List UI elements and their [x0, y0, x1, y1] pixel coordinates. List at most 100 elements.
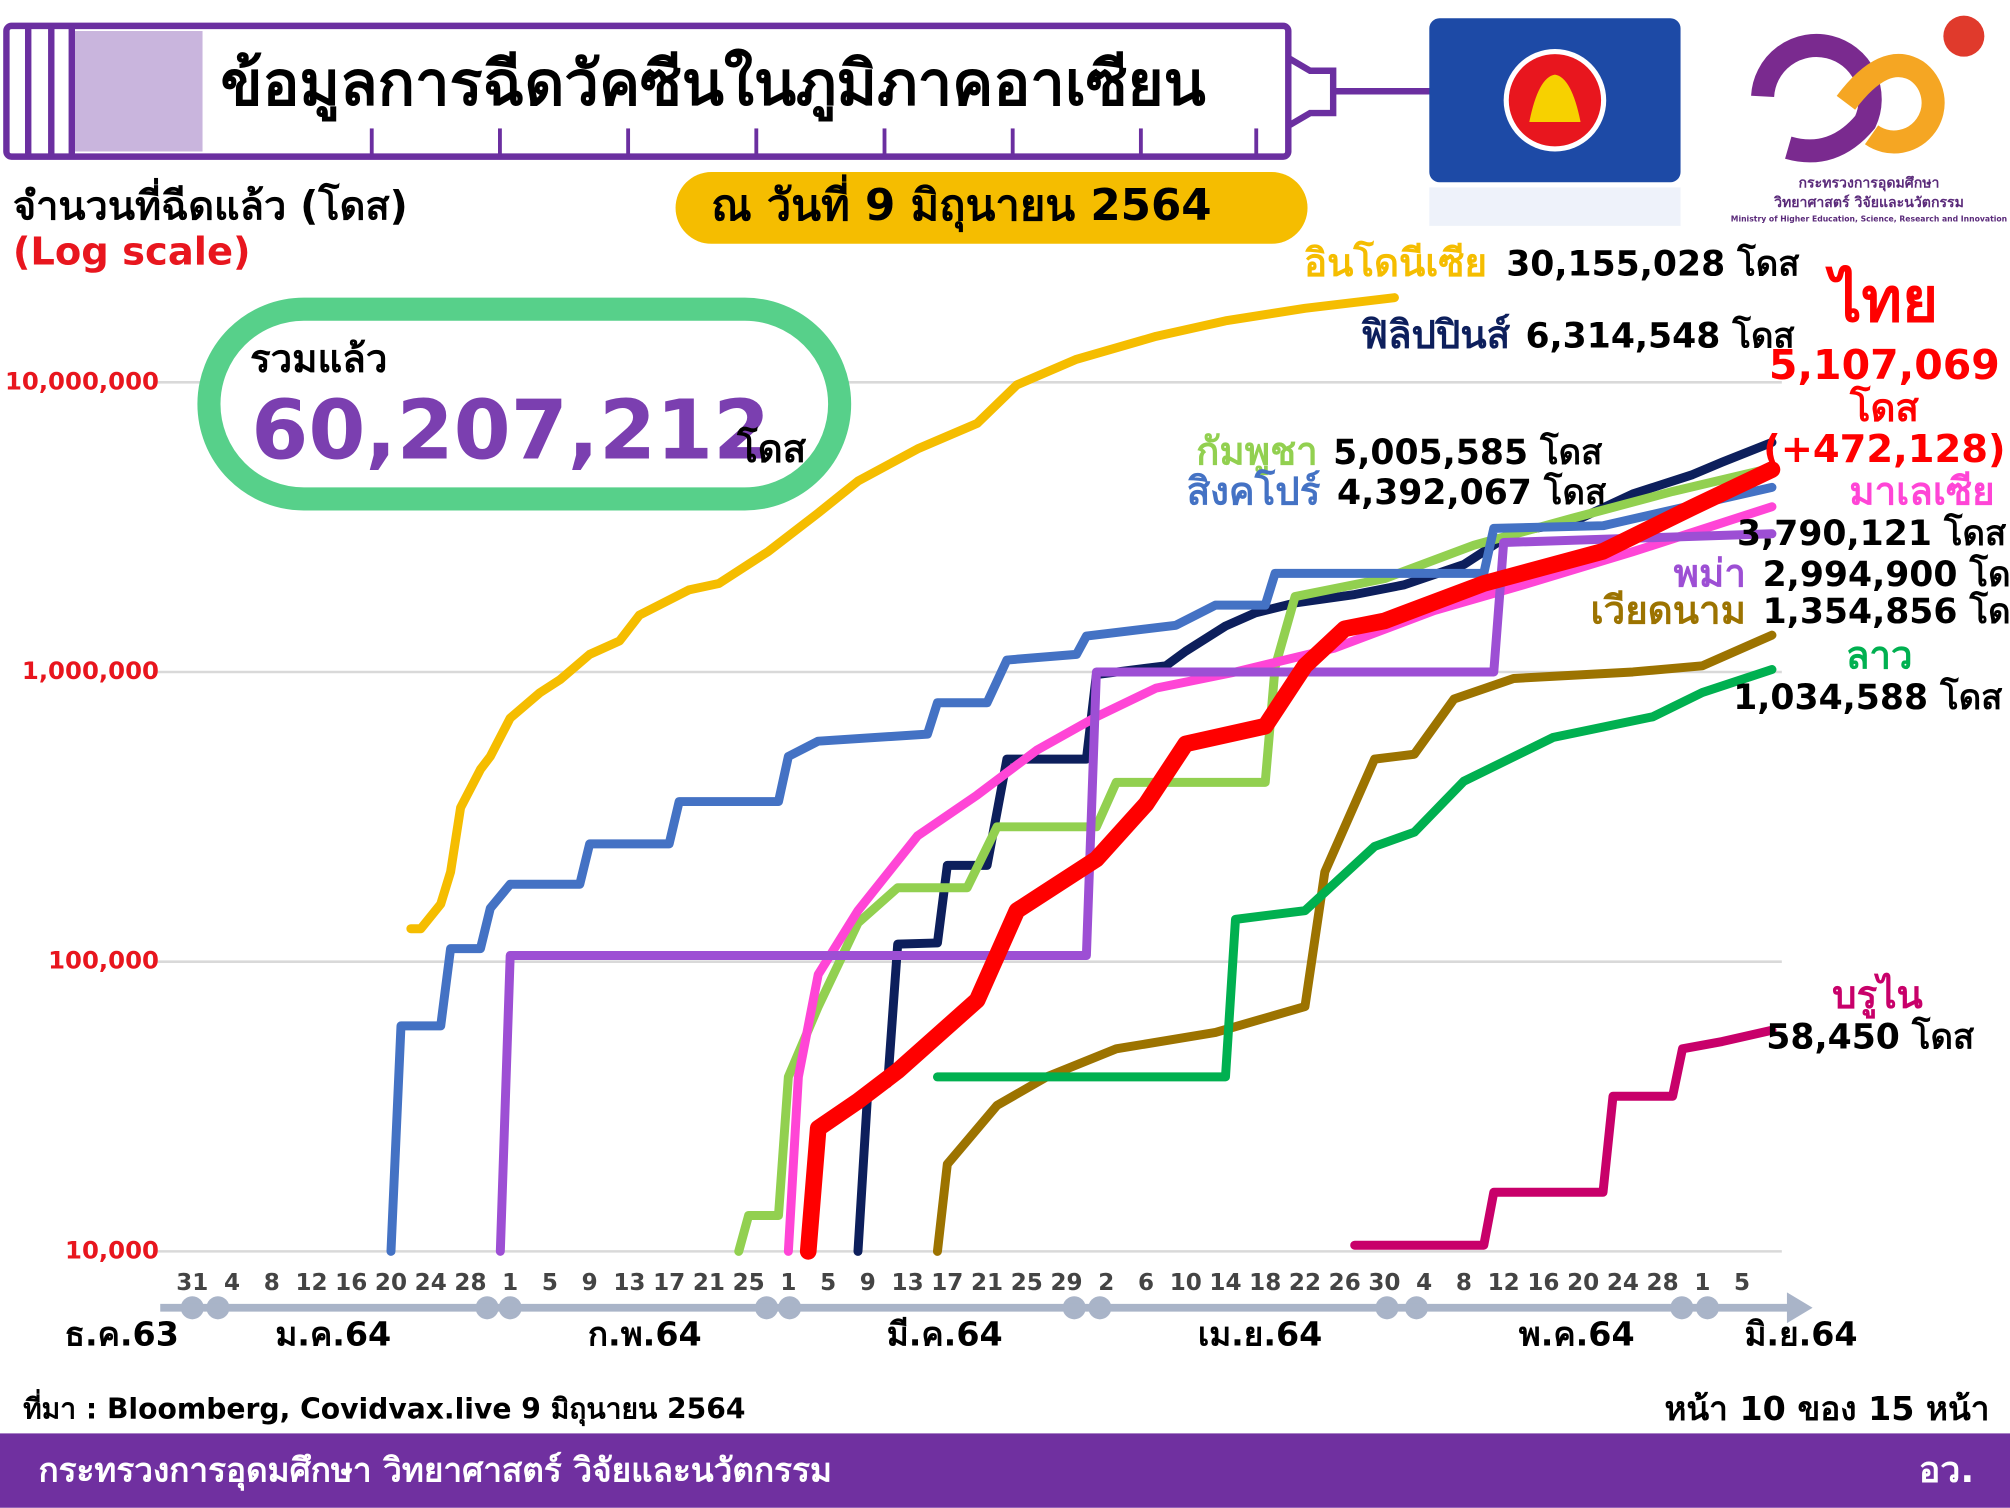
x-tick-label: 5 [542, 1270, 558, 1296]
x-tick-label: 4 [1416, 1270, 1432, 1296]
title: ข้อมูลการฉีดวัคซีนในภูมิภาคอาเซียน [220, 47, 1205, 121]
logo-text: วิทยาศาสตร์ วิจัยและนวัตกรรม [1773, 194, 1964, 211]
x-tick-label: 10 [1170, 1270, 1202, 1296]
month-label: มี.ค.64 [887, 1314, 1003, 1353]
footer-abbr: อว. [1919, 1450, 1974, 1491]
x-tick-label: 20 [375, 1270, 407, 1296]
series-name: อินโดนีเซีย [1304, 240, 1487, 286]
x-tick-label: 21 [693, 1270, 725, 1296]
total-value: 60,207,212 [251, 384, 770, 479]
series-name: บรูไน [1832, 972, 1923, 1019]
logo-mark [1751, 15, 1985, 163]
x-tick-label: 12 [295, 1270, 327, 1296]
month-label: พ.ค.64 [1519, 1314, 1635, 1353]
y-tick-label: 1,000,000 [22, 656, 159, 685]
series-name: ลาว [1846, 633, 1913, 678]
footer-bar [0, 1433, 2010, 1508]
series-name: สิงคโปร์ [1187, 468, 1321, 514]
logo-text: Ministry of Higher Education, Science, R… [1731, 214, 2007, 223]
x-tick-label: 20 [1567, 1270, 1599, 1296]
x-tick-label: 9 [582, 1270, 598, 1296]
x-tick-label: 5 [820, 1270, 836, 1296]
x-tick-label: 17 [653, 1270, 685, 1296]
x-tick-label: 13 [892, 1270, 924, 1296]
x-tick-label: 30 [1368, 1270, 1400, 1296]
x-tick-label: 31 [176, 1270, 208, 1296]
x-tick-label: 22 [1289, 1270, 1321, 1296]
x-tick-label: 21 [971, 1270, 1003, 1296]
x-tick-label: 1 [1694, 1270, 1710, 1296]
y-tick-label: 10,000 [65, 1235, 159, 1264]
x-tick-label: 25 [733, 1270, 765, 1296]
date-pill [675, 172, 1308, 244]
x-tick-label: 5 [1734, 1270, 1750, 1296]
source: ที่มา : Bloomberg, Covidvax.live 9 มิถุน… [23, 1388, 745, 1426]
series-name: ไทย [1825, 264, 1939, 336]
date: ณ วันที่ 9 มิถุนายน 2564 [711, 174, 1211, 233]
x-tick-label: 1 [502, 1270, 518, 1296]
series-name: ฟิลิปปินส์ [1361, 313, 1511, 358]
series-total: 4,392,067 โดส [1337, 471, 1607, 513]
footer-ministry: กระทรวงการอุดมศึกษา วิทยาศาสตร์ วิจัยและ… [38, 1450, 831, 1491]
month-label: ธ.ค.63 [65, 1314, 179, 1353]
series-total: 58,450 โดส [1766, 1016, 1975, 1058]
x-tick-label: 8 [264, 1270, 280, 1296]
month-label: เม.ย.64 [1198, 1314, 1323, 1353]
series-line [1350, 1025, 1777, 1250]
total-box [197, 297, 852, 511]
x-tick-label: 1 [780, 1270, 796, 1296]
series-unit: โดส [1849, 385, 1920, 431]
series-line [932, 665, 1777, 1082]
series-line [932, 630, 1777, 1256]
series-total: 6,314,548 โดส [1525, 314, 1795, 356]
x-tick-label: 24 [1607, 1270, 1639, 1296]
x-tick-label: 13 [613, 1270, 645, 1296]
x-tick-label: 29 [1050, 1270, 1082, 1296]
x-tick-label: 14 [1209, 1270, 1241, 1296]
series-change: (+472,128) [1763, 427, 2005, 472]
series-total: 1,034,588 โดส [1733, 676, 2003, 718]
series-name: กัมพูชา [1196, 430, 1318, 476]
page-number: หน้า 10 ของ 15 หน้า [1664, 1389, 1989, 1428]
x-tick-label: 9 [860, 1270, 876, 1296]
series-line [799, 461, 1781, 1260]
x-tick-label: 25 [1011, 1270, 1043, 1296]
y-axis-label: จำนวนที่ฉีดแล้ว (โดส) [13, 178, 408, 230]
series-line [386, 482, 1777, 1256]
x-tick-label: 6 [1138, 1270, 1154, 1296]
series-total: 2,994,900 โดส [1763, 553, 2010, 595]
x-tick-label: 12 [1488, 1270, 1520, 1296]
syringe [3, 22, 1434, 160]
logo-text: กระทรวงการอุดมศึกษา [1799, 175, 1940, 192]
series-total: 3,790,121 โดส [1737, 512, 2007, 554]
x-tick-label: 2 [1098, 1270, 1114, 1296]
series-name: เวียดนาม [1591, 588, 1746, 633]
series-line [853, 437, 1777, 1256]
x-tick-label: 24 [415, 1270, 447, 1296]
month-label: ก.พ.64 [588, 1314, 702, 1353]
series-line [734, 463, 1777, 1256]
series-name: พม่า [1674, 551, 1746, 596]
asean-flag [1429, 18, 1681, 226]
series-total: 5,005,585 โดส [1333, 431, 1603, 473]
x-tick-label: 16 [335, 1270, 367, 1296]
total-label: รวมแล้ว [250, 337, 387, 382]
series-total: 1,354,856 โดส [1763, 590, 2010, 632]
total-unit: โดส [736, 426, 807, 472]
x-tick-label: 4 [224, 1270, 240, 1296]
series-total: 30,155,028 โดส [1506, 243, 1800, 285]
month-label: ม.ค.64 [275, 1314, 391, 1353]
x-tick-label: 28 [454, 1270, 486, 1296]
x-tick-label: 16 [1527, 1270, 1559, 1296]
series-line [495, 529, 1777, 1256]
x-axis [160, 1292, 1813, 1324]
series-line [406, 293, 1399, 934]
series-total: 5,107,069 [1769, 341, 2000, 389]
x-tick-label: 8 [1456, 1270, 1472, 1296]
x-tick-label: 18 [1249, 1270, 1281, 1296]
scale-note: (Log scale) [13, 230, 251, 275]
series-name: มาเลเซีย [1849, 469, 1994, 514]
